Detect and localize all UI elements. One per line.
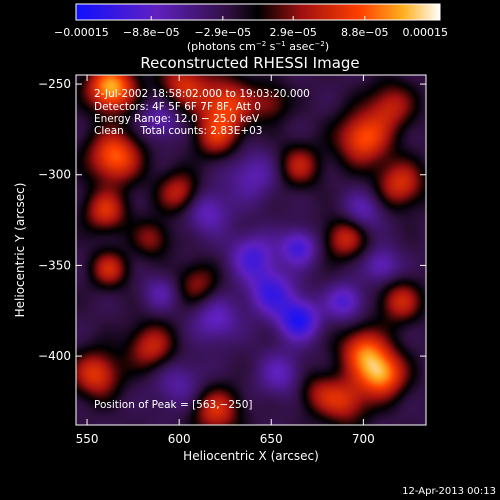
y-tick-label: −350 (38, 258, 71, 272)
annotation-detectors: Detectors: 4F 5F 6F 7F 8F, Att 0 (94, 101, 261, 113)
y-tick-label: −250 (38, 77, 71, 91)
colorbar-unit-label: (photons cm−2 s−1 asec−2) (187, 40, 329, 53)
y-axis-ticks: −250 −300 −350 −400 (38, 77, 426, 363)
y-tick-label: −400 (38, 349, 71, 363)
annotation-time: 2-Jul-2002 18:58:02.000 to 19:03:20.000 (94, 88, 310, 100)
colorbar-ticks: −0.00015 −8.8e−05 −2.9e−05 2.9e−05 8.8e−05 0.… (54, 16, 448, 39)
colorbar-tick-label: −8.8e−05 (123, 26, 180, 39)
colorbar-tick-label: 8.8e−05 (341, 26, 388, 39)
peak-position-label: Position of Peak = [563,−250] (94, 399, 253, 411)
annotation-clean-counts: Clean Total counts: 2.83E+03 (94, 125, 263, 137)
x-axis-ticks: 550 600 650 700 (76, 75, 375, 446)
x-tick-label: 700 (352, 432, 375, 446)
chart-title: Reconstructed RHESSI Image (140, 54, 359, 72)
colorbar-tick-label: 2.9e−05 (269, 26, 316, 39)
colorbar (75, 3, 441, 21)
y-tick-label: −300 (38, 168, 71, 182)
y-axis-label: Heliocentric Y (arcsec) (13, 183, 27, 318)
plot-frame (75, 74, 427, 426)
footer-timestamp: 12-Apr-2013 00:13 (402, 486, 496, 497)
x-tick-label: 650 (260, 432, 283, 446)
x-axis-label: Heliocentric X (arcsec) (183, 449, 319, 463)
colorbar-tick-label: −2.9e−05 (194, 26, 251, 39)
x-tick-label: 600 (168, 432, 191, 446)
colorbar-tick-label: −0.00015 (54, 26, 109, 39)
x-tick-label: 550 (76, 432, 99, 446)
annotation-energy: Energy Range: 12.0 − 25.0 keV (94, 113, 260, 125)
colorbar-tick-label: 0.00015 (403, 26, 449, 39)
annotation-block: 2-Jul-2002 18:58:02.000 to 19:03:20.000 … (94, 88, 310, 137)
heatmap-image (76, 75, 426, 425)
